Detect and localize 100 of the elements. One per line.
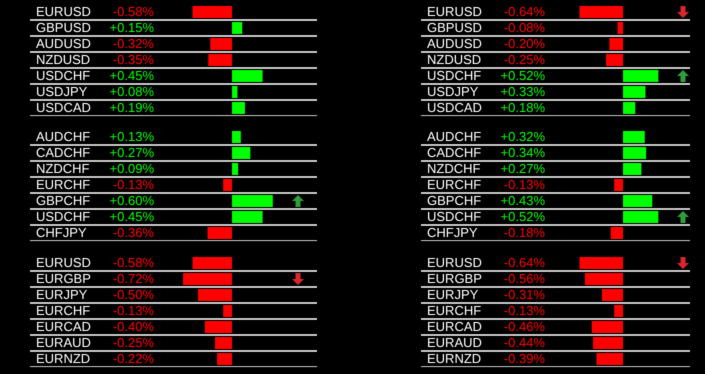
data-label: +0.43%	[500, 193, 546, 208]
y-tick-label: AUDUSD	[36, 36, 91, 51]
y-tick-label: EURCHF	[36, 303, 90, 318]
data-label: +0.13%	[110, 129, 154, 144]
y-tick-label: EURGBP	[427, 271, 482, 286]
data-label: -0.58%	[112, 4, 154, 19]
data-label: +0.09%	[110, 161, 154, 176]
data-label: -0.20%	[504, 36, 546, 51]
data-label: -0.18%	[504, 225, 546, 240]
y-tick-label: USDCAD	[427, 100, 482, 115]
y-tick-label: EURUSD	[36, 255, 91, 270]
bar	[579, 6, 623, 18]
y-tick-label: EURCHF	[427, 177, 482, 192]
y-tick-label: EURNZD	[427, 351, 482, 366]
bar	[232, 163, 238, 175]
data-label: -0.72%	[112, 271, 154, 286]
data-label: +0.52%	[500, 209, 546, 224]
y-tick-label: CHFJPY	[36, 225, 87, 240]
y-tick-label: EURAUD	[36, 335, 91, 350]
y-tick-label: USDCHF	[36, 209, 90, 224]
y-tick-label: EURCAD	[427, 319, 482, 334]
y-tick-label: USDCHF	[427, 209, 482, 224]
y-tick-label: EURCHF	[427, 303, 482, 318]
y-tick-label: NZDUSD	[427, 52, 482, 67]
y-tick-label: GBPCHF	[36, 193, 90, 208]
bar	[609, 38, 623, 50]
data-label: -0.39%	[504, 351, 546, 366]
data-label: +0.45%	[110, 209, 154, 224]
bar	[210, 38, 232, 50]
data-label: -0.13%	[112, 177, 154, 192]
y-tick-label: EURJPY	[36, 287, 88, 302]
data-label: +0.45%	[110, 68, 154, 83]
data-label: +0.18%	[500, 100, 546, 115]
bar	[606, 54, 623, 66]
y-tick-label: EURUSD	[427, 255, 482, 270]
bar	[623, 195, 652, 207]
y-tick-label: EURAUD	[427, 335, 482, 350]
bar	[623, 131, 645, 143]
data-label: -0.35%	[112, 52, 154, 67]
y-tick-label: EURNZD	[36, 351, 90, 366]
data-label: -0.46%	[504, 319, 546, 334]
data-label: +0.27%	[500, 161, 546, 176]
data-label: +0.32%	[500, 129, 546, 144]
bar	[614, 179, 623, 191]
data-label: +0.19%	[110, 100, 154, 115]
bar	[623, 70, 658, 82]
y-tick-label: EURCAD	[36, 319, 91, 334]
data-label: -0.08%	[504, 20, 546, 35]
data-label: -0.32%	[112, 36, 154, 51]
bar	[610, 227, 623, 239]
data-label: -0.44%	[504, 335, 546, 350]
bar	[623, 102, 636, 114]
bar	[232, 195, 273, 207]
bar	[623, 211, 658, 223]
data-label: +0.60%	[110, 193, 154, 208]
y-tick-label: USDJPY	[427, 84, 479, 99]
bar	[208, 54, 232, 66]
bar	[232, 22, 242, 34]
data-label: -0.31%	[504, 287, 546, 302]
data-label: +0.15%	[110, 20, 154, 35]
y-tick-label: NZDCHF	[36, 161, 90, 176]
y-tick-label: USDCHF	[36, 68, 90, 83]
bar	[192, 6, 232, 18]
y-tick-label: EURCHF	[36, 177, 90, 192]
data-label: -0.64%	[504, 255, 546, 270]
data-label: +0.52%	[500, 68, 546, 83]
data-label: -0.22%	[112, 351, 154, 366]
bar	[223, 179, 232, 191]
y-tick-label: EURUSD	[427, 4, 482, 19]
data-label: -0.13%	[112, 303, 154, 318]
data-label: +0.33%	[500, 84, 546, 99]
data-label: -0.36%	[112, 225, 154, 240]
bar	[623, 86, 646, 98]
data-label: -0.25%	[504, 52, 546, 67]
y-tick-label: GBPUSD	[427, 20, 482, 35]
y-tick-label: CHFJPY	[427, 225, 478, 240]
data-label: -0.64%	[504, 4, 546, 19]
data-label: -0.58%	[112, 255, 154, 270]
bar	[208, 227, 232, 239]
y-tick-label: USDJPY	[36, 84, 88, 99]
data-label: -0.13%	[504, 177, 546, 192]
y-tick-label: EURJPY	[427, 287, 479, 302]
bar	[623, 163, 642, 175]
y-tick-label: CADCHF	[36, 145, 90, 160]
y-tick-label: GBPCHF	[427, 193, 482, 208]
data-label: +0.08%	[110, 84, 154, 99]
y-tick-label: AUDUSD	[427, 36, 482, 51]
bar	[232, 86, 238, 98]
y-tick-label: EURUSD	[36, 4, 91, 19]
y-tick-label: CADCHF	[427, 145, 482, 160]
bar	[232, 70, 263, 82]
y-tick-label: EURGBP	[36, 271, 91, 286]
bar	[232, 102, 245, 114]
y-tick-label: NZDCHF	[427, 161, 480, 176]
y-tick-label: USDCHF	[427, 68, 482, 83]
data-label: +0.34%	[500, 145, 546, 160]
bar	[232, 211, 263, 223]
data-label: +0.27%	[110, 145, 154, 160]
data-label: -0.25%	[112, 335, 154, 350]
data-label: -0.13%	[504, 303, 546, 318]
